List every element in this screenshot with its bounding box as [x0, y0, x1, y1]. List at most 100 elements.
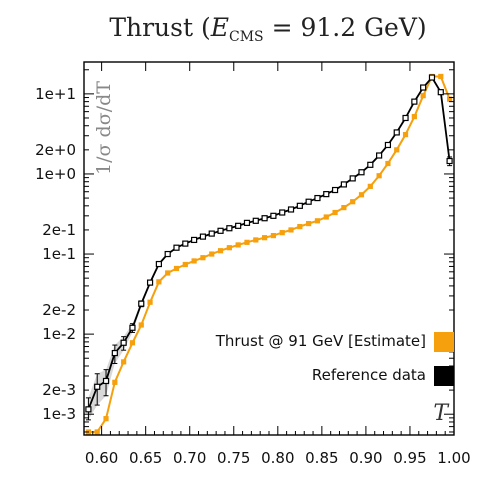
x-tick-label-5: 0.85	[305, 449, 338, 467]
estimate-point-13	[200, 255, 206, 261]
estimate-point-11	[182, 261, 188, 268]
y-tick-label-6: 1e+0	[35, 165, 76, 183]
y-tick-label-7: 2e+0	[35, 141, 76, 159]
estimate-point-20	[261, 235, 268, 241]
estimate-point-37	[411, 114, 417, 120]
reference-point-14	[208, 230, 215, 237]
y-tick-label-4: 1e-1	[42, 245, 76, 263]
estimate-point-24	[297, 224, 303, 230]
estimate-point-12	[191, 258, 197, 264]
estimate-point-17	[235, 242, 241, 248]
estimate-point-21	[270, 232, 277, 239]
reference-point-18	[243, 219, 251, 226]
reference-point-7	[146, 279, 154, 286]
reference-point-2	[102, 377, 110, 385]
reference-point-40	[437, 89, 444, 96]
x-tick-label-0: 0.60	[85, 449, 118, 467]
reference-point-30	[349, 175, 356, 182]
estimate-point-22	[279, 230, 285, 236]
estimate-point-14	[209, 251, 215, 257]
estimate-point-30	[350, 199, 356, 205]
x-tick-label-8: 1.00	[437, 449, 470, 467]
x-tick-label-7: 0.95	[393, 449, 426, 467]
estimate-point-31	[358, 192, 365, 198]
reference-point-19	[252, 217, 259, 224]
reference-point-16	[226, 225, 233, 232]
legend-label-reference: Reference data	[312, 366, 426, 384]
reference-point-36	[402, 114, 409, 122]
estimate-point-38	[420, 93, 426, 99]
reference-point-35	[393, 129, 400, 136]
reference-series-line	[87, 75, 451, 410]
y-tick-label-0: 1e-3	[42, 405, 76, 423]
estimate-point-33	[376, 173, 382, 179]
legend: Thrust @ 91 GeV [Estimate] Reference dat…	[215, 332, 454, 386]
estimate-point-34	[385, 160, 391, 167]
estimate-point-40	[438, 73, 444, 80]
chart-title-main: Thrust (	[109, 13, 210, 42]
estimate-point-9	[165, 270, 171, 276]
reference-point-37	[411, 98, 418, 105]
estimate-point-3	[112, 379, 118, 385]
reference-point-41	[446, 157, 453, 165]
y-tick-label-8: 1e+1	[35, 85, 76, 103]
reference-point-11	[182, 240, 189, 247]
plot-frame	[83, 61, 455, 436]
reference-point-15	[217, 227, 224, 234]
reference-point-6	[138, 300, 145, 307]
legend-label-estimate: Thrust @ 91 GeV [Estimate]	[215, 332, 426, 350]
reference-point-23	[287, 206, 295, 213]
reference-point-29	[340, 181, 347, 188]
chart-title-var: E	[210, 13, 229, 42]
reference-point-8	[155, 260, 162, 268]
legend-swatch-reference	[434, 366, 454, 386]
estimate-point-23	[288, 227, 294, 233]
estimate-point-41	[446, 96, 453, 102]
estimate-point-18	[244, 239, 250, 245]
reference-point-5	[129, 324, 136, 331]
estimate-point-4	[121, 359, 127, 365]
x-tick-label-4: 0.80	[261, 449, 294, 467]
y-tick-label-2: 1e-2	[42, 325, 76, 343]
series-layer	[85, 73, 453, 435]
reference-point-17	[235, 222, 242, 229]
chart-title: Thrust (ECMS = 91.2 GeV)	[109, 13, 426, 45]
estimate-point-27	[323, 214, 329, 220]
reference-point-10	[173, 244, 180, 251]
x-tick-label-3: 0.75	[217, 449, 250, 467]
y-axis-label: 1/σ dσ/dT	[93, 81, 115, 175]
estimate-point-16	[226, 245, 232, 251]
x-tick-label-2: 0.70	[173, 449, 206, 467]
reference-point-0	[85, 406, 92, 413]
x-tick-label-6: 0.90	[349, 449, 382, 467]
reference-point-26	[314, 194, 321, 202]
reference-point-20	[261, 215, 268, 222]
estimate-point-10	[173, 265, 180, 272]
reference-point-22	[279, 209, 286, 216]
reference-point-32	[367, 161, 374, 168]
x-axis-label: T	[433, 401, 450, 426]
estimate-point-28	[332, 209, 338, 216]
reference-point-25	[305, 198, 312, 205]
reference-point-27	[323, 191, 330, 198]
reference-point-38	[420, 84, 427, 91]
reference-point-39	[428, 74, 436, 81]
estimate-point-15	[217, 248, 224, 254]
reference-point-21	[270, 212, 277, 219]
chart-title-rest: = 91.2 GeV)	[264, 13, 427, 42]
reference-point-24	[296, 202, 303, 209]
estimate-point-19	[253, 237, 259, 243]
estimate-point-32	[367, 183, 373, 189]
reference-point-28	[331, 186, 339, 194]
estimate-point-35	[394, 147, 400, 153]
estimate-point-8	[156, 279, 162, 285]
chart-title-sub: CMS	[229, 29, 264, 45]
reference-point-34	[384, 141, 392, 149]
reference-point-13	[199, 233, 207, 240]
estimate-point-25	[306, 220, 312, 227]
reference-point-9	[164, 250, 171, 258]
estimate-point-29	[341, 205, 347, 211]
axis-ticks: 0.60 0.65 0.70 0.75 0.80 0.85 0.90 0.95 1.00 1e-3…	[35, 62, 471, 467]
reference-point-1	[94, 383, 101, 390]
reference-point-12	[191, 236, 198, 244]
